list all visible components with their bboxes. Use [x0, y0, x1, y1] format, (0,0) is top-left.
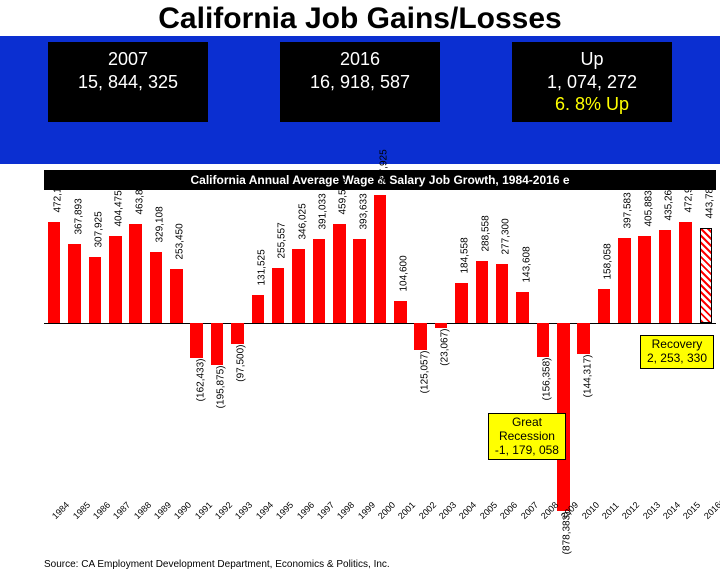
recovery-annotation: Recovery 2, 253, 330 [640, 335, 714, 369]
stat-line: 6. 8% Up [522, 93, 662, 116]
bar [150, 252, 163, 323]
bar [313, 239, 326, 323]
stat-box-2: Up1, 074, 2726. 8% Up [512, 42, 672, 122]
stat-line: Up [522, 48, 662, 71]
bar-label: 184,558 [460, 238, 471, 274]
bar [455, 283, 468, 323]
bar-label: 367,893 [73, 198, 84, 234]
bar [89, 257, 102, 323]
bar-label: 158,058 [603, 243, 614, 279]
bar-label: (97,500) [236, 344, 247, 381]
bar-label: 472,900 [684, 176, 695, 212]
bar [414, 323, 427, 350]
bar [129, 224, 142, 323]
bar-label: 346,025 [297, 203, 308, 239]
bar-label: 329,108 [155, 207, 166, 243]
bar [496, 264, 509, 323]
bar [211, 323, 224, 365]
bar [638, 236, 651, 323]
chart-source: Source: CA Employment Development Depart… [44, 559, 390, 570]
bar-label: 131,525 [256, 249, 267, 285]
recession-annotation: Great Recession -1, 179, 058 [488, 413, 566, 460]
recession-label-1: Great [495, 416, 559, 430]
bar [577, 323, 590, 354]
bar-label: 255,557 [277, 223, 288, 259]
bar-label: (23,067) [440, 328, 451, 365]
bar [231, 323, 244, 344]
chart: California Annual Average Wage & Salary … [0, 164, 720, 576]
stat-line: 2007 [58, 48, 198, 71]
x-axis-labels: 1984198519861987198819891990199119921993… [44, 514, 716, 548]
bar-label: (162,433) [195, 358, 206, 401]
bar [435, 323, 448, 328]
bar-label: (125,057) [419, 350, 430, 393]
recession-label-2: Recession [495, 430, 559, 444]
stat-line: 15, 844, 325 [58, 71, 198, 94]
bar-label: 393,633 [358, 193, 369, 229]
stat-line: 1, 074, 272 [522, 71, 662, 94]
bar-label: 443,788 [704, 182, 715, 218]
page-title: California Job Gains/Losses [0, 0, 720, 36]
bar-label: (195,875) [216, 365, 227, 408]
bar-label: 397,583 [623, 192, 634, 228]
bar-label: 288,558 [480, 215, 491, 251]
bar [68, 244, 81, 323]
header-background: 200715, 844, 325 201616, 918, 587 Up1, 074… [0, 36, 720, 164]
bar-label: (156,358) [541, 357, 552, 400]
bar-label: 307,925 [93, 211, 104, 247]
bar [333, 224, 346, 323]
bar [170, 269, 183, 323]
bar-label: (144,317) [582, 354, 593, 397]
bar [292, 249, 305, 323]
bar-label: 597,925 [379, 149, 390, 185]
bar-label: 143,608 [521, 247, 532, 283]
bar [618, 238, 631, 323]
chart-bars: 472,117367,893307,925404,475463,800329,1… [44, 190, 716, 516]
bar-label: 459,525 [338, 179, 349, 215]
bar-label: 253,450 [175, 223, 186, 259]
bar-label: 104,600 [399, 255, 410, 291]
bar [190, 323, 203, 358]
stat-box-0: 200715, 844, 325 [48, 42, 208, 122]
bar [374, 195, 387, 323]
bar [476, 261, 489, 323]
bar-label: 404,475 [114, 191, 125, 227]
bar-label: 391,033 [317, 193, 328, 229]
bar [659, 230, 672, 323]
bar-label: 277,300 [501, 218, 512, 254]
bar [679, 222, 692, 323]
bar [598, 289, 611, 323]
stat-line: 16, 918, 587 [290, 71, 430, 94]
bar [272, 268, 285, 323]
bar [252, 295, 265, 323]
recovery-label-1: Recovery [647, 338, 707, 352]
bar-label: 405,883 [643, 190, 654, 226]
bar [700, 228, 713, 323]
bar [394, 301, 407, 323]
chart-plot: 472,117367,893307,925404,475463,800329,1… [44, 190, 716, 516]
bar [48, 222, 61, 323]
bar [109, 236, 122, 323]
bar-label: 435,267 [664, 184, 675, 220]
bar-label: 463,800 [134, 178, 145, 214]
bar-label: 472,117 [53, 177, 64, 212]
recovery-label-2: 2, 253, 330 [647, 352, 707, 366]
stat-box-1: 201616, 918, 587 [280, 42, 440, 122]
recession-label-3: -1, 179, 058 [495, 444, 559, 458]
stat-line: 2016 [290, 48, 430, 71]
bar [353, 239, 366, 323]
bar [516, 292, 529, 323]
stat-boxes: 200715, 844, 325 201616, 918, 587 Up1, 074… [0, 36, 720, 122]
bar [537, 323, 550, 357]
